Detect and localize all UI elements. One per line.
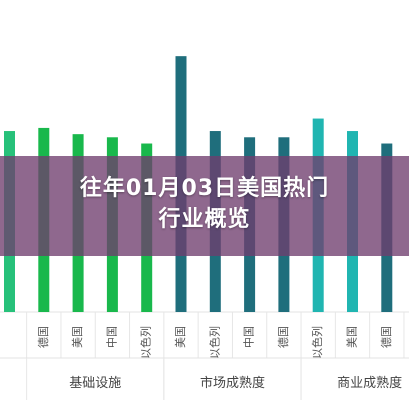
group-label-0: 基础设施 [69, 376, 121, 391]
title-banner [0, 156, 409, 256]
tick-label-9: 以色列 [310, 326, 324, 359]
group-label-2: 商业成熟度 [337, 375, 402, 391]
group-label-1: 市场成熟度 [200, 375, 265, 391]
tick-label-4: 以色列 [139, 326, 153, 359]
tick-label-10: 美国 [346, 326, 359, 348]
tick-label-2: 美国 [71, 326, 84, 348]
banner-title-line1: 往年01月03日美国热门 [79, 176, 330, 201]
banner-title-line2: 行业概览 [158, 207, 251, 232]
tick-label-5: 美国 [174, 326, 187, 348]
tick-label-11: 德国 [379, 326, 393, 348]
tick-label-3: 中国 [105, 326, 118, 348]
tick-label-1: 德国 [36, 326, 50, 348]
tick-label-6: 以色列 [207, 326, 221, 359]
tick-label-8: 德国 [276, 326, 290, 348]
tick-label-7: 中国 [243, 326, 256, 348]
